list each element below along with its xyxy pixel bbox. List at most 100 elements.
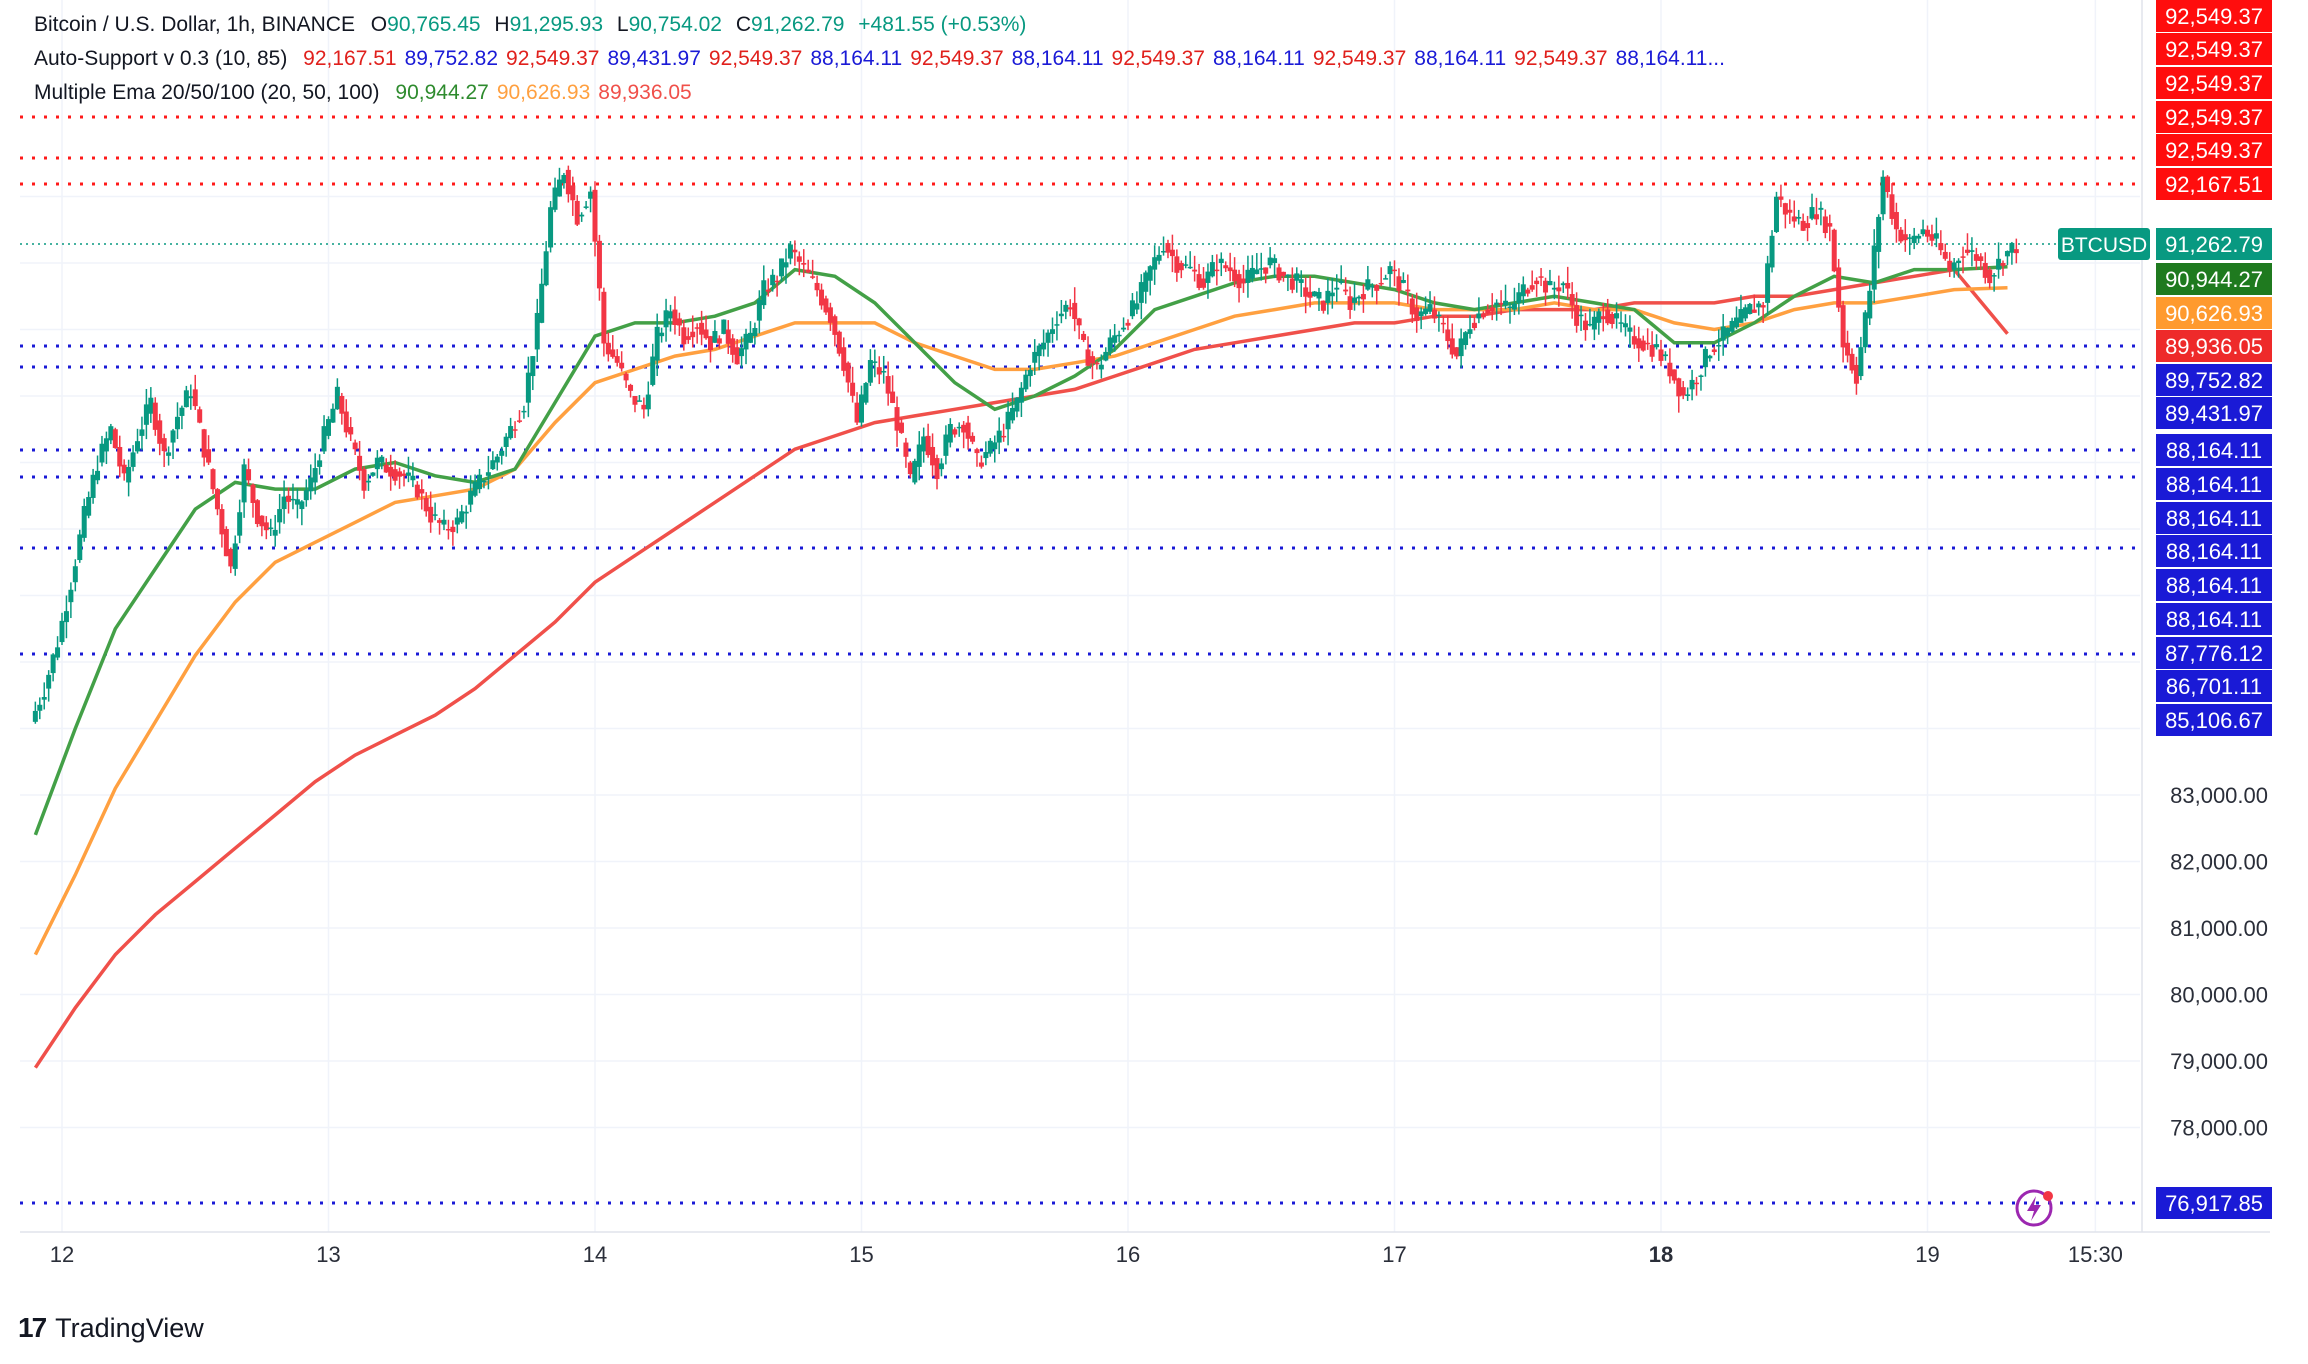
candle (890, 375, 896, 404)
candle (197, 406, 203, 424)
ohlc-high: H91,295.93 (494, 13, 604, 36)
candle (37, 697, 43, 720)
candle (108, 423, 114, 445)
candle (1240, 264, 1246, 293)
candle (494, 453, 500, 471)
candle (237, 499, 243, 544)
candle (725, 320, 731, 354)
candle (1578, 305, 1584, 331)
candle (312, 453, 318, 495)
symbol-row[interactable]: Bitcoin / U.S. Dollar, 1h, BINANCE O90,7… (34, 8, 1733, 42)
price-axis-label-text: 91,262.79 (2165, 232, 2263, 257)
candle (1107, 329, 1113, 356)
candle (1169, 234, 1175, 273)
candle (1183, 255, 1189, 269)
candle (365, 474, 371, 491)
y-tick-label: 79,000.00 (2170, 1049, 2268, 1074)
candle (983, 441, 989, 466)
candle (192, 374, 198, 410)
candle (1627, 315, 1633, 348)
candle (601, 287, 607, 357)
candle (1765, 255, 1771, 316)
candle (1525, 287, 1531, 297)
candle (1747, 302, 1753, 315)
candle (1725, 327, 1731, 345)
candle (756, 290, 762, 334)
candle (1645, 328, 1651, 350)
x-tick-label: 16 (1116, 1242, 1140, 1267)
candle (68, 582, 74, 619)
price-axis-label-support: 87,776.12 (2156, 637, 2272, 669)
indicator-ema-row[interactable]: Multiple Ema 20/50/100 (20, 50, 100) 90,… (34, 76, 1733, 110)
candle (619, 351, 625, 372)
candle (1947, 252, 1953, 278)
price-axis-label-text: 92,549.37 (2165, 4, 2263, 29)
x-tick-label: 17 (1382, 1242, 1406, 1267)
candle (410, 462, 416, 488)
candle (659, 327, 665, 343)
symbol-title[interactable]: Bitcoin / U.S. Dollar, 1h, BINANCE (34, 13, 355, 36)
lightning-icon[interactable] (2015, 1189, 2053, 1227)
ema-value-0: 90,944.27 (395, 81, 489, 104)
candle (1893, 202, 1899, 243)
candle (1618, 311, 1624, 333)
candle (925, 423, 931, 458)
candle (214, 488, 220, 516)
candle (1001, 423, 1007, 442)
candle (1023, 369, 1029, 392)
candle (614, 349, 620, 367)
candle (1658, 339, 1664, 367)
candle (1667, 348, 1673, 384)
candle (1569, 282, 1575, 319)
candle (1476, 297, 1482, 324)
candle (694, 323, 700, 344)
price-axis-label-support: 88,164.11 (2156, 603, 2272, 635)
candle (1471, 317, 1477, 331)
autosupport-value: 88,164.11 (810, 47, 903, 70)
candle (1094, 361, 1100, 370)
candle (707, 335, 713, 363)
autosupport-value: 89,752.82 (404, 47, 499, 70)
candle (1662, 351, 1668, 361)
candle (1805, 215, 1811, 242)
candle (885, 361, 891, 406)
candle (1467, 315, 1473, 339)
candle (1969, 237, 1975, 267)
candle (1485, 304, 1491, 315)
candle (1325, 278, 1331, 315)
axes: 12 13 14 15 16 17 18 19 15:30 83,000.00 82,000.00 8… (20, 0, 2270, 1267)
candle (121, 459, 127, 481)
price-axis-label-resistance: 92,167.51 (2156, 168, 2272, 200)
indicator-autosupport-label[interactable]: Auto-Support v 0.3 (10, 85) (34, 47, 288, 70)
indicator-autosupport-row[interactable]: Auto-Support v 0.3 (10, 85) 92,167.51 89,… (34, 42, 1733, 76)
candle (805, 259, 811, 274)
indicator-ema-label[interactable]: Multiple Ema 20/50/100 (20, 50, 100) (34, 81, 380, 104)
candle (1285, 274, 1291, 292)
ohlc-open: O90,765.45 (370, 13, 481, 36)
autosupport-value: 92,549.37 (1312, 47, 1407, 70)
candle (628, 383, 634, 398)
candle (481, 480, 487, 489)
candle (1818, 201, 1824, 226)
candle (987, 438, 993, 457)
candle (1853, 356, 1859, 395)
candle (734, 339, 740, 365)
candle (1889, 183, 1895, 225)
price-axis-label-ema20: 90,944.27 (2156, 263, 2272, 295)
price-axis-label-text: 89,936.05 (2165, 334, 2263, 359)
tradingview-text: TradingView (55, 1312, 204, 1343)
candle (1964, 233, 1970, 256)
candle (308, 464, 314, 500)
candle (792, 240, 798, 266)
candle (343, 399, 349, 438)
price-axis-label-text: 86,701.11 (2166, 674, 2262, 699)
candle (521, 405, 527, 419)
candle (1316, 287, 1322, 312)
candle (765, 278, 771, 297)
candle (1534, 277, 1540, 297)
tradingview-watermark[interactable]: 17 TradingView (18, 1312, 204, 1344)
candle (1365, 265, 1371, 291)
candle (1796, 209, 1802, 225)
